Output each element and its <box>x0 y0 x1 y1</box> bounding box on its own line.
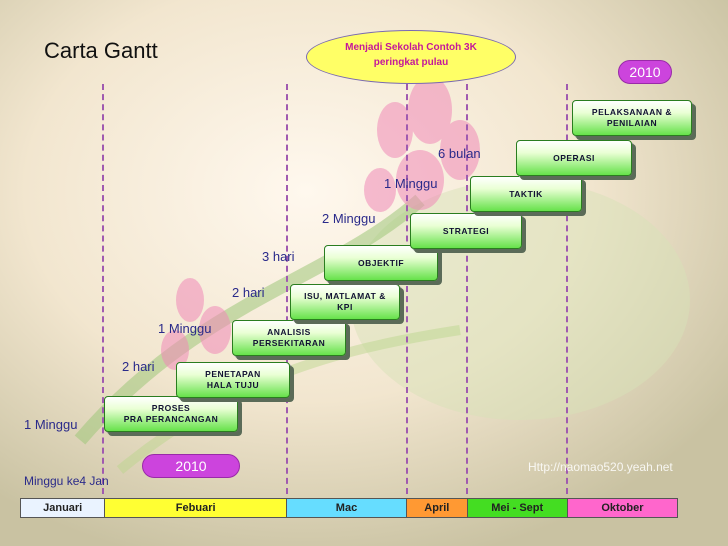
start-note: Minggu ke4 Jan <box>24 474 109 488</box>
month-timeline: Januari Febuari Mac April Mei - Sept Okt… <box>20 498 678 518</box>
year-badge-top: 2010 <box>618 60 672 84</box>
step-taktik: TAKTIK <box>470 176 582 212</box>
month-divider <box>466 84 468 494</box>
page-title: Carta Gantt <box>44 38 158 63</box>
month-mei-sept: Mei - Sept <box>467 499 568 517</box>
step-hala-tuju: PENETAPAN HALA TUJU <box>176 362 290 398</box>
month-divider <box>566 84 568 494</box>
duration-label: 1 Minggu <box>158 321 212 336</box>
duration-label: 2 hari <box>122 359 155 374</box>
month-febuari: Febuari <box>105 499 287 517</box>
step-strategi: STRATEGI <box>410 213 522 249</box>
month-april: April <box>407 499 468 517</box>
year-badge-bottom: 2010 <box>142 454 240 478</box>
duration-label: 6 bulan <box>438 146 481 161</box>
duration-label: 2 Minggu <box>322 211 376 226</box>
step-pra-perancangan: PROSES PRA PERANCANGAN <box>104 396 238 432</box>
duration-label: 1 Minggu <box>24 417 78 432</box>
step-operasi: OPERASI <box>516 140 632 176</box>
duration-label: 3 hari <box>262 249 295 264</box>
step-isu-matlamat: ISU, MATLAMAT & KPI <box>290 284 400 320</box>
duration-label: 1 Minggu <box>384 176 438 191</box>
duration-label: 2 hari <box>232 285 265 300</box>
step-analisis: ANALISIS PERSEKITARAN <box>232 320 346 356</box>
month-oktober: Oktober <box>567 499 677 517</box>
month-divider <box>286 84 288 494</box>
week-divider <box>102 84 104 494</box>
goal-callout: Menjadi Sekolah Contoh 3K peringkat pula… <box>306 30 516 84</box>
month-mac: Mac <box>286 499 408 517</box>
month-divider <box>406 84 408 494</box>
watermark-url: Http://naomao520.yeah.net <box>528 460 673 474</box>
step-objektif: OBJEKTIF <box>324 245 438 281</box>
step-pelaksanaan: PELAKSANAAN & PENILAIAN <box>572 100 692 136</box>
month-januari: Januari <box>21 499 106 517</box>
